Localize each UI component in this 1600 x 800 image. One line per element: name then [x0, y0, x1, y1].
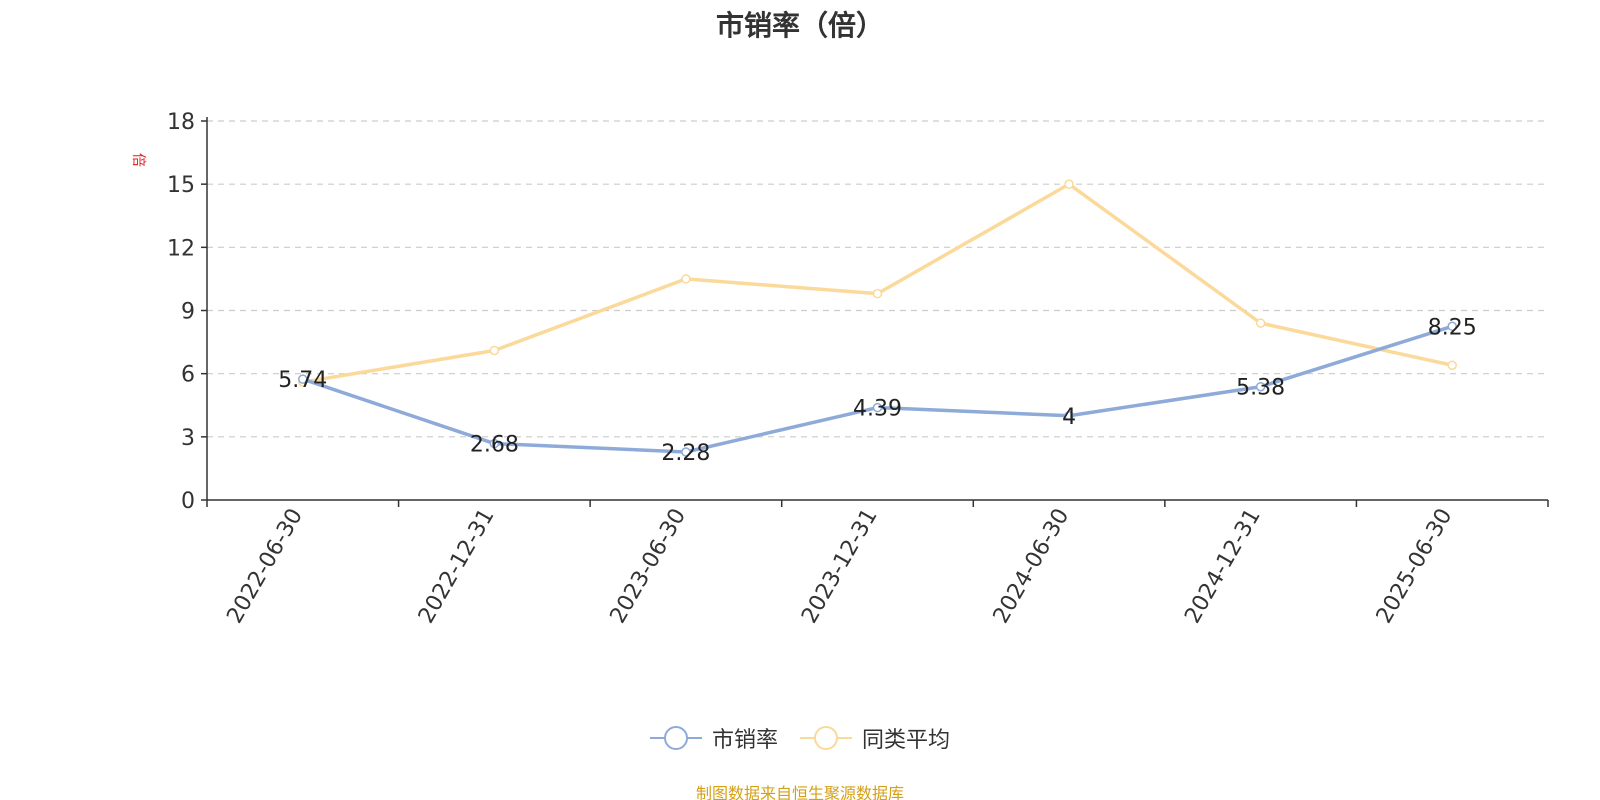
x-tick-label: 2025-06-30: [1372, 505, 1458, 628]
line-chart: 0 3 6 9 12 15 18 2022-06-30 2022-12-31 2023-06-30…: [167, 110, 1549, 628]
y-tick-label: 15: [167, 173, 195, 198]
data-label: 4.39: [853, 397, 902, 422]
data-point-peer-average: [1447, 360, 1457, 370]
legend-marker-peer-average-icon: [800, 726, 852, 750]
data-label: 5.38: [1236, 376, 1285, 401]
legend-item-pe[interactable]: 市销率: [649, 722, 778, 754]
data-label: 5.74: [278, 368, 327, 393]
data-label: 4: [1062, 405, 1076, 430]
data-point-pe: [1447, 321, 1457, 332]
data-point-peer-average: [681, 274, 691, 284]
data-point-pe: [872, 402, 883, 413]
data-point-pe: [1064, 411, 1074, 421]
data-point-peer-average: [1255, 318, 1266, 328]
x-tick-label: 2024-12-31: [1180, 505, 1266, 628]
data-point-pe: [681, 447, 691, 457]
y-tick-label: 0: [181, 489, 195, 514]
x-tick-label: 2023-06-30: [606, 505, 692, 628]
data-point-peer-average: [872, 288, 883, 299]
legend-label-peer-average: 同类平均: [862, 728, 951, 753]
data-label: 2.28: [661, 441, 710, 466]
x-tick-label: 2024-06-30: [989, 505, 1075, 628]
x-tick-label: 2022-06-30: [222, 505, 308, 628]
chart-title: 市销率（倍）: [715, 9, 884, 42]
data-source-footer: 制图数据来自恒生聚源数据库: [695, 784, 904, 800]
x-tick-label: 2023-12-31: [797, 505, 883, 628]
y-tick-label: 6: [181, 363, 195, 388]
data-point-peer-average: [1064, 179, 1074, 189]
y-tick-label: 18: [167, 110, 195, 135]
legend-marker-pe-icon: [649, 726, 702, 750]
data-label: 2.68: [470, 433, 519, 458]
legend-label-pe: 市销率: [711, 728, 778, 753]
data-point-pe: [1255, 381, 1266, 392]
legend: 市销率 同类平均: [0, 722, 1600, 754]
y-tick-label: 12: [167, 236, 195, 261]
legend-item-peer-average[interactable]: 同类平均: [800, 722, 950, 754]
data-point-peer-average: [489, 345, 500, 356]
data-point-pe: [489, 438, 500, 449]
data-point-pe: [298, 374, 308, 384]
data-label: 8.25: [1428, 315, 1477, 340]
series-line-peer-average: [302, 182, 1453, 384]
y-tick-label: 9: [181, 300, 195, 325]
x-tick-label: 2022-12-31: [414, 505, 500, 628]
y-tick-label: 3: [181, 426, 195, 451]
